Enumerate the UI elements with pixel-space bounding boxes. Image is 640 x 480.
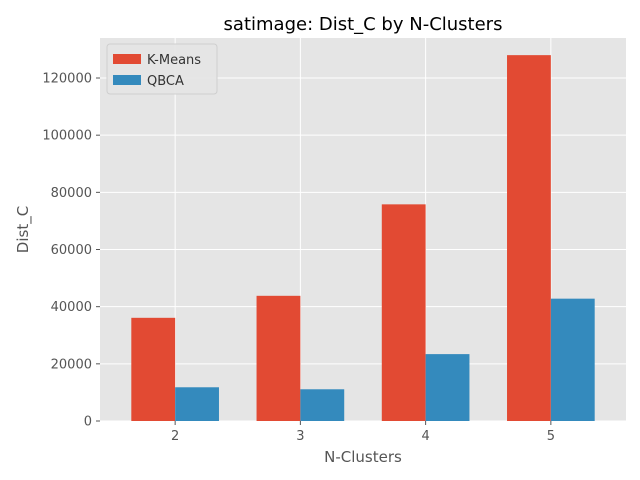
y-tick-label-5: 100000 — [42, 129, 92, 144]
bar-k-means-3 — [256, 295, 301, 421]
chart-title: satimage: Dist_C by N-Clusters — [224, 14, 503, 35]
bars — [131, 55, 595, 421]
bar-k-means-5 — [507, 55, 551, 421]
y-tick-label-3: 60000 — [51, 243, 92, 258]
x-axis-label: N-Clusters — [324, 448, 402, 466]
bar-k-means-4 — [381, 204, 426, 421]
legend: K-Means QBCA — [106, 43, 218, 95]
bar-qbca-3 — [300, 389, 345, 421]
y-tick-label-4: 80000 — [51, 186, 92, 201]
y-axis-ticks: 0 20000 40000 60000 80000 100000 120000 — [42, 72, 100, 430]
x-tick-label-0: 2 — [171, 429, 179, 444]
x-tick-label-3: 5 — [547, 429, 555, 444]
y-tick-label-1: 20000 — [51, 357, 92, 372]
y-axis-label: Dist_C — [14, 206, 33, 253]
legend-label-k-means: K-Means — [147, 53, 201, 68]
y-tick-label-6: 120000 — [42, 72, 92, 87]
x-axis-ticks: 2 3 4 5 — [171, 421, 555, 444]
bar-k-means-2 — [131, 317, 176, 421]
y-tick-label-0: 0 — [84, 415, 92, 430]
legend-swatch-qbca — [113, 75, 141, 85]
y-tick-label-2: 40000 — [51, 300, 92, 315]
bar-qbca-2 — [175, 387, 219, 421]
bar-qbca-5 — [550, 298, 595, 421]
legend-label-qbca: QBCA — [147, 74, 184, 89]
legend-swatch-k-means — [113, 54, 141, 64]
x-tick-label-2: 4 — [421, 429, 429, 444]
bar-qbca-4 — [425, 354, 470, 421]
x-tick-label-1: 3 — [296, 429, 304, 444]
